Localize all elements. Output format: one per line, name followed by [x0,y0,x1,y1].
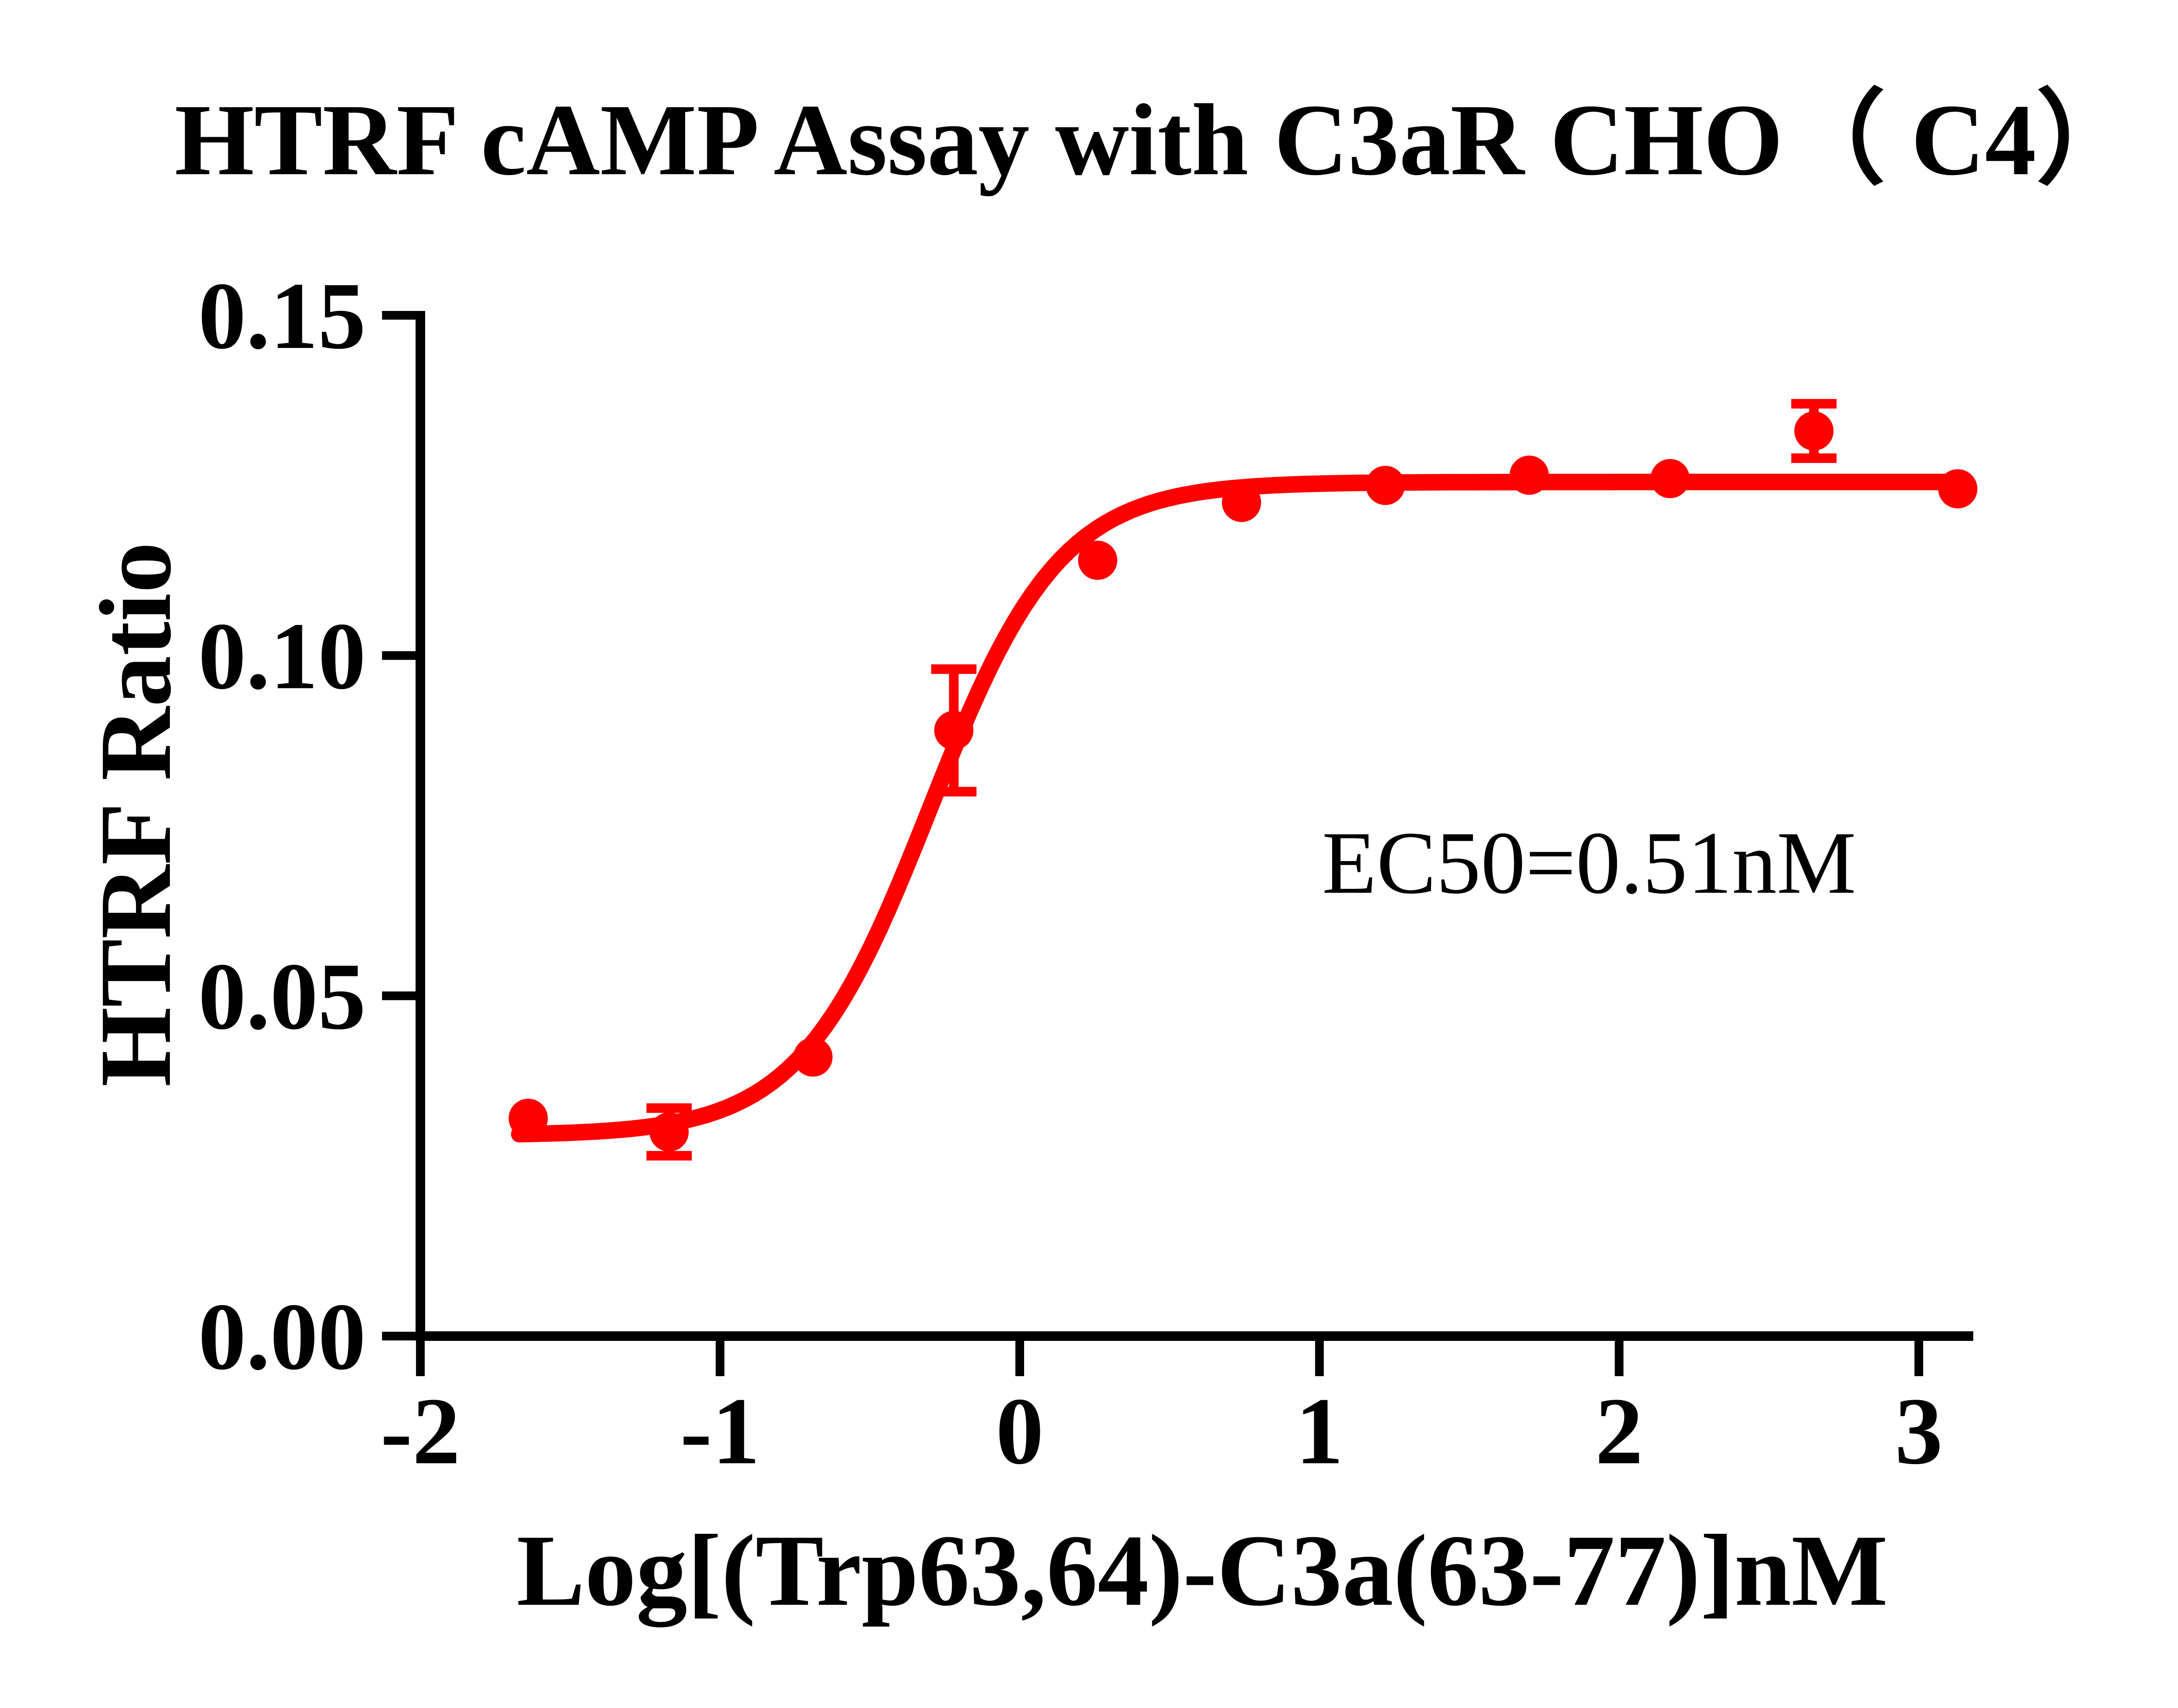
fit-curve [511,473,1969,1143]
y-tick-label: 0.15 [198,263,366,369]
data-point-marker [934,711,974,750]
x-axis-label: Log[(Trp63,64)-C3a(63-77)]nM [517,1514,1888,1627]
y-axis-label: HTRF Ratio [79,542,192,1087]
y-tick-label: 0.00 [198,1283,366,1390]
x-tick-label: -2 [380,1378,460,1484]
x-tick-label: -1 [680,1378,760,1484]
data-point-marker [1938,469,1978,509]
data-point-marker [649,1112,689,1152]
data-point-marker [793,1037,833,1077]
chart-title: HTRF cAMP Assay with C3aR CHO（ C4） [175,83,2139,196]
x-tick-label: 0 [996,1378,1044,1484]
data-point-marker [1509,456,1549,495]
x-tick-label: 3 [1895,1378,1943,1484]
data-point-marker [508,1098,548,1138]
data-point-marker [1650,459,1690,498]
data-point-marker [1078,540,1117,580]
y-tick-label: 0.05 [198,943,366,1050]
axes: 0.00 0.05 0.10 0.15 -2 -1 0 1 2 3 [198,263,1973,1484]
series-red [508,399,1978,1161]
x-tick-label: 2 [1595,1378,1643,1484]
data-point-marker [1222,483,1261,522]
data-point-marker [1366,466,1405,505]
x-tick-label: 1 [1295,1378,1343,1484]
data-point-marker [1794,411,1834,451]
y-tick-label: 0.10 [198,603,366,709]
ec50-annotation: EC50=0.51nM [1322,813,1856,912]
